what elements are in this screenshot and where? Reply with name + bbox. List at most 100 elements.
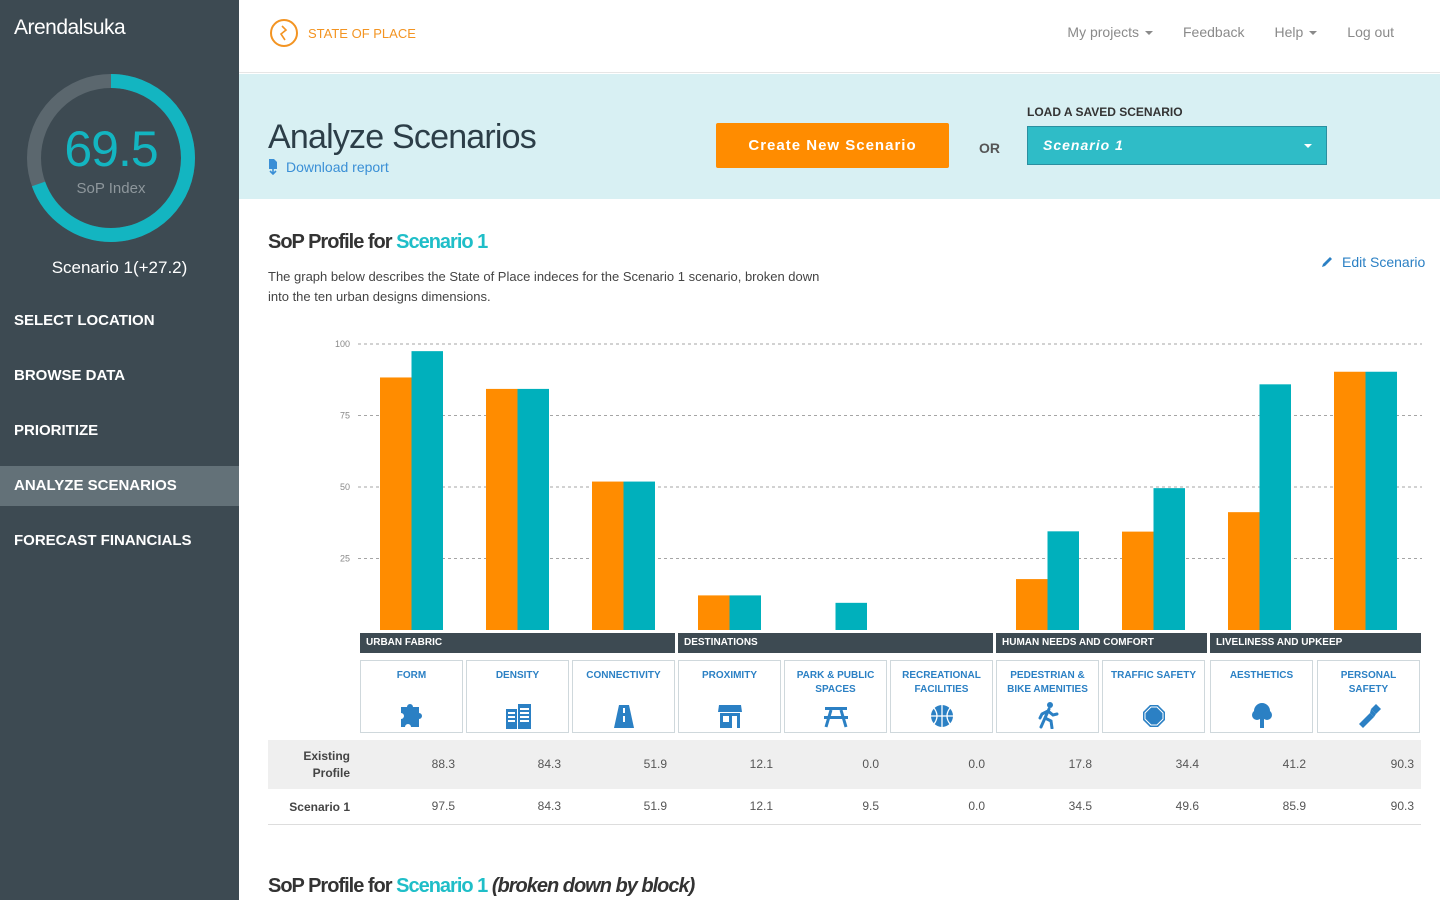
bar-existing[interactable] xyxy=(1016,579,1048,630)
top-nav: My projects Feedback Help Log out xyxy=(1067,24,1394,40)
scenario-value-traffic: 49.6 xyxy=(1175,799,1199,813)
create-new-scenario-button[interactable]: Create New Scenario xyxy=(716,123,949,168)
block-title-prefix: SoP Profile for xyxy=(268,875,397,897)
buildings-icon xyxy=(505,704,531,729)
dimension-card-pedestrian-bike[interactable]: PEDESTRIAN & BIKE AMENITIES xyxy=(996,660,1099,733)
stop-sign-icon xyxy=(1142,705,1165,727)
scenario-value-proximity: 12.1 xyxy=(749,799,773,813)
nav-analyze-scenarios[interactable]: ANALYZE SCENARIOS xyxy=(0,466,239,506)
scenario-value-pedestrian: 34.5 xyxy=(1068,799,1092,813)
help-menu[interactable]: Help xyxy=(1274,24,1318,40)
page-title: Analyze Scenarios xyxy=(268,118,537,156)
feedback-link[interactable]: Feedback xyxy=(1183,24,1245,40)
bar-existing[interactable] xyxy=(592,481,624,630)
walking-person-icon xyxy=(1038,702,1058,729)
existing-value-form: 88.3 xyxy=(431,757,455,771)
bar-scenario[interactable] xyxy=(835,602,868,630)
scenario-delta: Scenario 1(+27.2) xyxy=(51,258,188,277)
bar-scenario[interactable] xyxy=(1047,531,1080,630)
dimension-card-park-public-spaces[interactable]: PARK & PUBLIC SPACES xyxy=(784,660,887,733)
nav-prioritize[interactable]: PRIORITIZE xyxy=(14,422,99,439)
dimension-card-density[interactable]: DENSITY xyxy=(466,660,569,733)
existing-value-pedestrian: 17.8 xyxy=(1068,757,1092,771)
dimension-card-form[interactable]: FORM xyxy=(360,660,463,733)
gauge-fill xyxy=(27,74,195,242)
brand-name: STATE OF PLACE xyxy=(308,25,416,41)
flashlight-icon xyxy=(1358,704,1381,728)
load-scenario-label: LOAD A SAVED SCENARIO xyxy=(1027,105,1183,119)
bar-existing[interactable] xyxy=(486,388,518,630)
dimension-card-proximity[interactable]: PROXIMITY xyxy=(678,660,781,733)
bar-scenario[interactable] xyxy=(1365,371,1398,630)
edit-scenario-link[interactable]: Edit Scenario xyxy=(1320,254,1425,270)
bar-existing[interactable] xyxy=(1334,371,1366,630)
existing-value-aesthetics: 41.2 xyxy=(1282,757,1306,771)
table-row-scenario: Scenario 1 97.5 84.3 51.9 12.1 9.5 0.0 3… xyxy=(268,790,1421,825)
block-profile-title: SoP Profile for Scenario 1 (broken down … xyxy=(268,875,695,898)
logout-link[interactable]: Log out xyxy=(1347,24,1394,40)
bar-existing[interactable] xyxy=(698,595,730,630)
existing-profile-label: Existing Profile xyxy=(303,749,350,780)
bar-scenario[interactable] xyxy=(517,388,550,630)
my-projects-label: My projects xyxy=(1067,24,1139,40)
sop-index-gauge xyxy=(27,74,195,242)
dimension-card-traffic-safety[interactable]: TRAFFIC SAFETY xyxy=(1102,660,1205,733)
bar-existing[interactable] xyxy=(1228,512,1260,630)
y-tick-label: 50 xyxy=(340,482,350,492)
bar-existing[interactable] xyxy=(380,377,412,630)
profile-title-prefix: SoP Profile for xyxy=(268,231,397,253)
my-projects-menu[interactable]: My projects xyxy=(1067,24,1153,40)
existing-value-traffic: 34.4 xyxy=(1175,757,1199,771)
bar-scenario[interactable] xyxy=(729,595,762,630)
load-scenario-value: Scenario 1 xyxy=(1043,137,1124,153)
state-of-place-logo-icon xyxy=(270,19,298,47)
nav-select-location[interactable]: SELECT LOCATION xyxy=(14,312,155,329)
scenario-value-density: 84.3 xyxy=(537,799,561,813)
y-tick-label: 25 xyxy=(340,554,350,564)
dimension-card-aesthetics[interactable]: AESTHETICS xyxy=(1210,660,1313,733)
storefront-icon xyxy=(717,705,742,728)
scenario-row-label: Scenario 1 xyxy=(289,800,350,814)
load-scenario-select[interactable]: Scenario 1 xyxy=(1027,126,1327,165)
download-file-icon xyxy=(269,159,277,175)
download-report-label: Download report xyxy=(286,159,389,175)
dimension-label: PARK & PUBLIC SPACES xyxy=(796,670,875,695)
bar-scenario[interactable] xyxy=(1153,488,1186,630)
bar-scenario[interactable] xyxy=(1259,384,1292,630)
nav-browse-data[interactable]: BROWSE DATA xyxy=(14,367,126,384)
profile-description: The graph below describes the State of P… xyxy=(268,269,820,304)
brand-logo[interactable]: STATE OF PLACE xyxy=(269,18,416,48)
nav-forecast-financials[interactable]: FORECAST FINANCIALS xyxy=(14,532,192,549)
y-tick-label: 100 xyxy=(335,339,350,349)
dimension-label: RECREATIONAL FACILITIES xyxy=(902,670,981,695)
dimension-label: TRAFFIC SAFETY xyxy=(1111,670,1196,681)
scenario-value-aesthetics: 85.9 xyxy=(1282,799,1306,813)
dimension-card-connectivity[interactable]: CONNECTIVITY xyxy=(572,660,675,733)
dimension-label: DENSITY xyxy=(495,670,540,681)
dimension-label: PERSONAL SAFETY xyxy=(1340,670,1397,695)
sop-profile-chart: 25 50 75 100 xyxy=(335,339,1422,630)
block-title-scenario: Scenario 1 xyxy=(396,875,488,897)
bar-scenario[interactable] xyxy=(623,481,656,630)
chevron-down-icon xyxy=(1309,31,1318,36)
bar-scenario[interactable] xyxy=(411,351,444,630)
dimension-card-recreational-facilities[interactable]: RECREATIONAL FACILITIES xyxy=(890,660,993,733)
dimension-card-personal-safety[interactable]: PERSONAL SAFETY xyxy=(1317,660,1420,733)
scenario-value-park: 9.5 xyxy=(862,799,879,813)
scenario-value-connectivity: 51.9 xyxy=(643,799,667,813)
scenario-value-personal-safety: 90.3 xyxy=(1390,799,1414,813)
existing-value-personal-safety: 90.3 xyxy=(1390,757,1414,771)
dimension-label: CONNECTIVITY xyxy=(586,670,661,681)
pencil-icon xyxy=(1322,257,1332,267)
download-report-link[interactable]: Download report xyxy=(268,159,389,175)
scenario-value-recreational: 0.0 xyxy=(968,799,985,813)
group-human-needs: HUMAN NEEDS AND COMFORT xyxy=(996,633,1207,653)
bar-existing[interactable] xyxy=(1122,531,1154,630)
dimension-label: FORM xyxy=(396,670,427,681)
profile-title-scenario: Scenario 1 xyxy=(396,231,488,253)
or-separator: OR xyxy=(979,140,1000,156)
y-tick-label: 75 xyxy=(340,411,350,421)
picnic-table-icon xyxy=(823,707,848,728)
sop-index-value: 69.5 xyxy=(64,121,158,177)
edit-scenario-label: Edit Scenario xyxy=(1342,254,1426,270)
